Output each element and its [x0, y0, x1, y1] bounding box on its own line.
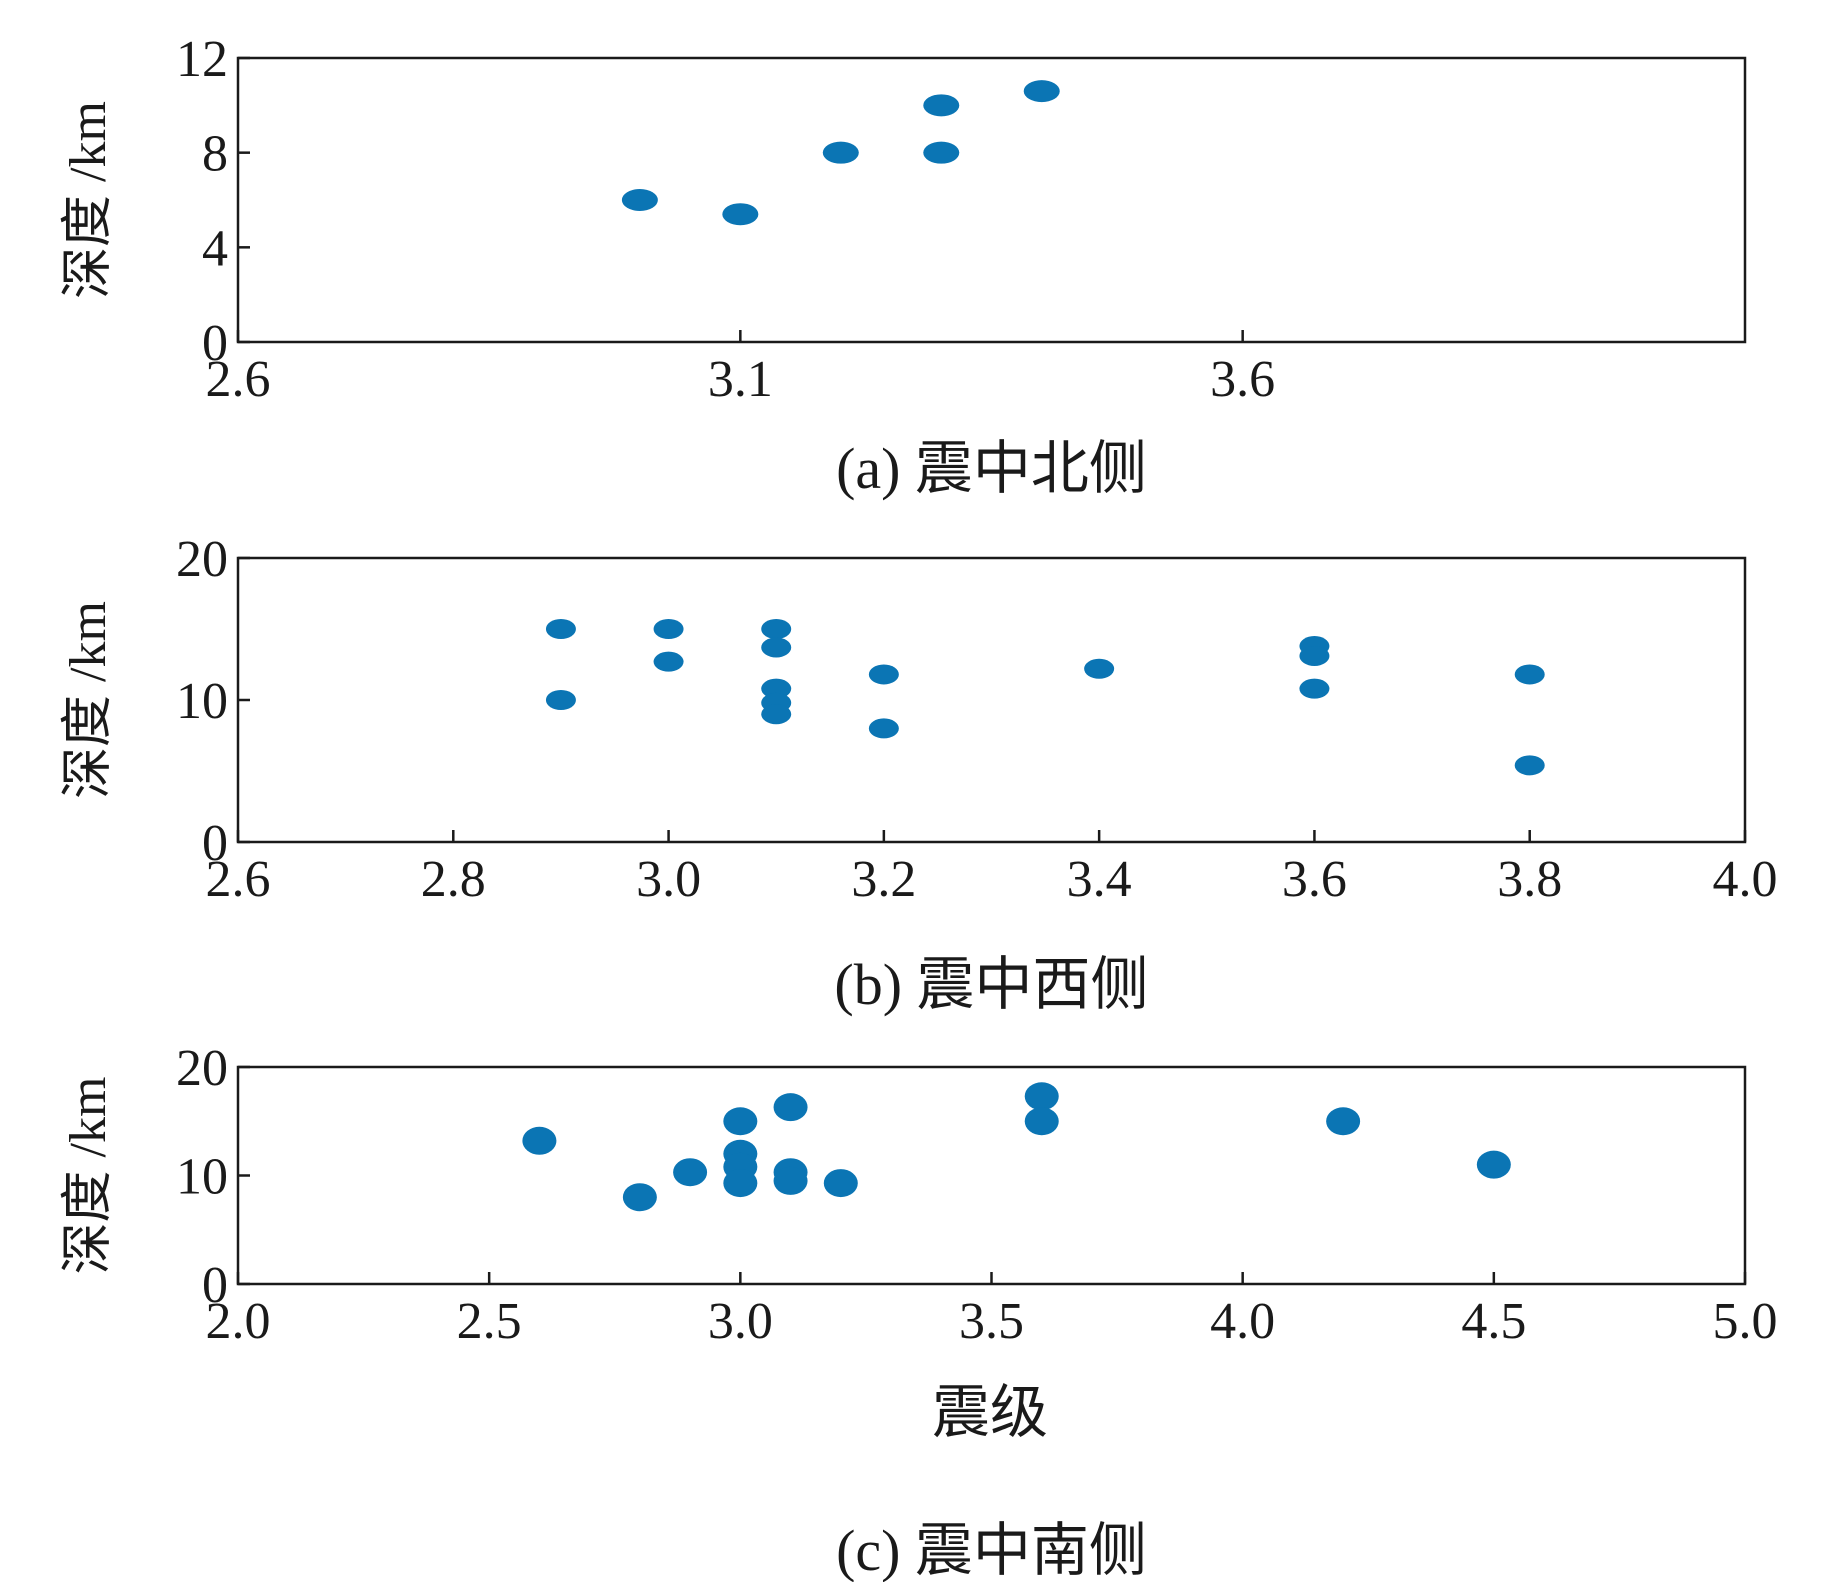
data-point: [761, 619, 792, 639]
x-tick-label: 3.0: [708, 1293, 773, 1350]
data-point: [773, 1093, 808, 1122]
data-point: [653, 651, 684, 672]
y-tick-label: 0: [202, 1257, 228, 1314]
data-point: [1326, 1107, 1361, 1136]
y-tick-label: 8: [202, 126, 228, 183]
y-tick-label: 0: [202, 815, 228, 872]
data-point: [723, 1169, 758, 1198]
data-point: [1514, 664, 1545, 685]
data-point: [1299, 645, 1330, 666]
data-point: [1514, 755, 1545, 776]
y-tick-label: 12: [176, 31, 228, 88]
x-tick-label: 4.0: [1210, 1293, 1275, 1350]
data-point: [522, 1126, 557, 1155]
data-point: [923, 94, 960, 117]
y-tick-label: 20: [176, 531, 228, 588]
x-tick-label: 3.2: [851, 851, 916, 908]
data-point: [622, 1183, 657, 1212]
data-point: [868, 664, 899, 685]
panel-caption: (b) 震中西侧: [834, 952, 1148, 1017]
data-point: [1024, 1082, 1059, 1111]
y-axis-label: 深度 /km: [60, 601, 117, 799]
plot-frame: [236, 56, 1747, 344]
y-tick-label: 10: [176, 1149, 228, 1206]
panel-c: 2.0 2.5 3.0 3.5 4.0 4.5 5.0 0 10 20 深度 /km (c) 震中南侧: [60, 1040, 1778, 1582]
data-point: [1024, 1107, 1059, 1136]
x-tick-label: 4.5: [1461, 1293, 1526, 1350]
data-point: [761, 704, 792, 725]
x-tick-label: 3.6: [1282, 851, 1347, 908]
x-tick-label: 2.6: [206, 851, 271, 908]
x-tick-label: 5.0: [1713, 1293, 1778, 1350]
x-tick-label: 3.8: [1497, 851, 1562, 908]
x-tick-label: 2.0: [206, 1293, 271, 1350]
x-tick-label: 3.6: [1210, 351, 1275, 408]
data-point: [653, 619, 684, 639]
panel-caption: (c) 震中南侧: [836, 1518, 1147, 1582]
data-point: [673, 1158, 708, 1187]
panel-b: 2.6 2.8 3.0 3.2 3.4 3.6 3.8 4.0 0 10 20 深度 /km (b) 震…: [60, 531, 1778, 1017]
data-point: [773, 1166, 808, 1195]
data-point: [1476, 1150, 1511, 1179]
plot-frame: [236, 556, 1747, 844]
panel-caption: (a) 震中北侧: [836, 436, 1147, 501]
x-tick-label: 3.4: [1067, 851, 1132, 908]
data-point: [723, 1107, 758, 1136]
x-tick-label: 2.8: [421, 851, 486, 908]
y-axis-label: 深度 /km: [60, 101, 117, 299]
plot-frame: [236, 1065, 1747, 1286]
panel-a: 2.6 3.1 3.6 0 4 8 12 深度 /km (a) 震中北侧: [60, 31, 1747, 501]
x-tick-label: 3.0: [636, 851, 701, 908]
data-point: [621, 189, 658, 211]
x-tick-label: 2.6: [206, 351, 271, 408]
data-point: [1299, 678, 1330, 699]
data-point: [1084, 658, 1115, 679]
data-point: [761, 637, 792, 658]
x-tick-label: 3.5: [959, 1293, 1024, 1350]
x-tick-label: 2.5: [457, 1293, 522, 1350]
y-tick-label: 4: [202, 220, 228, 277]
x-tick-label: 3.1: [708, 351, 773, 408]
y-tick-label: 0: [202, 315, 228, 372]
data-point: [923, 141, 960, 164]
y-tick-label: 20: [176, 1040, 228, 1097]
data-point: [545, 690, 576, 710]
data-point: [1023, 80, 1060, 103]
y-axis-label: 深度 /km: [60, 1077, 117, 1275]
data-point: [722, 203, 759, 226]
x-axis-label: 震级: [932, 1380, 1048, 1445]
data-point: [545, 619, 576, 639]
data-point: [868, 718, 899, 739]
y-tick-label: 10: [176, 673, 228, 730]
data-point: [761, 678, 792, 699]
data-point: [823, 1169, 858, 1198]
x-tick-label: 4.0: [1713, 851, 1778, 908]
data-point: [822, 141, 859, 164]
